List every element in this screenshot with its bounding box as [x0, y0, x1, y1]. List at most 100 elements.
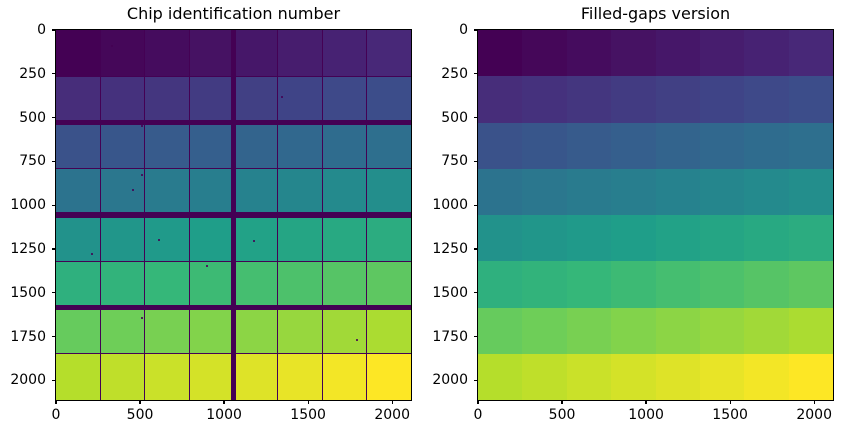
x-tick-mark — [307, 400, 309, 404]
y-tick-mark — [51, 204, 55, 206]
defect-pixel — [141, 174, 143, 176]
chip-cell — [189, 125, 232, 169]
chip-cell — [478, 76, 523, 123]
chip-cell — [699, 168, 745, 216]
y-tick-mark — [51, 73, 55, 75]
y-tick-label: 750 — [19, 153, 46, 170]
chip-cell — [788, 168, 833, 216]
right-panel-title: Filled-gaps version — [580, 4, 731, 23]
x-tick-mark — [813, 400, 815, 404]
chip-cell — [189, 354, 232, 400]
y-tick-mark — [51, 292, 55, 294]
chip-cell — [322, 310, 367, 354]
chip-cell — [699, 30, 745, 77]
chip-cell — [699, 353, 745, 400]
y-tick-mark — [473, 204, 477, 206]
chip-cell — [278, 310, 322, 354]
chip-cell — [744, 307, 790, 355]
x-tick-mark — [477, 400, 479, 404]
chip-cell — [367, 169, 411, 213]
chip-cell — [100, 30, 145, 76]
chip-cell — [145, 261, 189, 305]
y-tick-label: 1750 — [10, 328, 46, 345]
chip-cell — [478, 215, 523, 262]
chip-cell — [145, 125, 189, 169]
chip-cell — [611, 307, 656, 355]
chip-cell — [699, 76, 745, 123]
y-tick-label: 500 — [441, 109, 468, 126]
y-tick-mark — [51, 160, 55, 162]
chip-cell — [367, 261, 411, 305]
chip-cell — [699, 307, 745, 355]
chip-cell — [655, 76, 701, 123]
chip-cell — [56, 217, 100, 261]
chip-cell — [744, 76, 790, 123]
chip-cell — [322, 354, 367, 400]
chip-cell — [189, 169, 232, 213]
chip-cell — [322, 30, 367, 76]
x-tick-label: 2000 — [796, 407, 832, 423]
chip-cell — [611, 353, 656, 400]
chip-cell — [699, 261, 745, 308]
chip-cell — [566, 76, 612, 123]
chip-cell — [100, 310, 145, 354]
chip-cell — [522, 122, 568, 170]
chip-cell — [100, 125, 145, 169]
chip-cell — [367, 125, 411, 169]
chip-cell — [145, 30, 189, 76]
chip-cell — [56, 310, 100, 354]
chip-cell — [744, 122, 790, 170]
x-tick-label: 2000 — [374, 407, 410, 423]
chip-cell — [478, 261, 523, 308]
defect-pixel — [141, 125, 143, 127]
right-heatmap-cells — [478, 30, 833, 400]
chip-cell — [522, 30, 568, 77]
defect-pixel — [356, 339, 358, 341]
y-tick-label: 1250 — [10, 240, 46, 257]
chip-cell — [522, 215, 568, 262]
chip-cell — [655, 353, 701, 400]
left-heatmap — [55, 29, 412, 401]
chip-cell — [655, 307, 701, 355]
chip-cell — [278, 217, 322, 261]
chip-cell — [235, 217, 278, 261]
chip-cell — [145, 169, 189, 213]
chip-cell — [235, 354, 278, 400]
chip-cell — [56, 76, 100, 120]
chip-cell — [367, 76, 411, 120]
chip-cell — [189, 76, 232, 120]
chip-cell — [566, 30, 612, 77]
x-tick-mark — [561, 400, 563, 404]
chip-cell — [744, 261, 790, 308]
chip-cell — [189, 30, 232, 76]
chip-cell — [322, 169, 367, 213]
chip-cell — [278, 125, 322, 169]
chip-cell — [522, 307, 568, 355]
chip-cell — [566, 122, 612, 170]
x-tick-mark — [645, 400, 647, 404]
chip-cell — [367, 217, 411, 261]
chip-cell — [655, 30, 701, 77]
y-tick-label: 1500 — [432, 284, 468, 301]
chip-cell — [56, 354, 100, 400]
chip-cell — [522, 168, 568, 216]
chip-cell — [611, 215, 656, 262]
chip-cell — [611, 30, 656, 77]
y-tick-label: 1000 — [10, 197, 46, 214]
chip-cell — [566, 353, 612, 400]
chip-cell — [145, 354, 189, 400]
chip-cell — [655, 168, 701, 216]
chip-cell — [566, 168, 612, 216]
chip-cell — [788, 76, 833, 123]
left-panel-title: Chip identification number — [126, 4, 341, 23]
chip-cell — [100, 76, 145, 120]
y-tick-mark — [51, 248, 55, 250]
x-tick-label: 1500 — [290, 407, 326, 423]
y-tick-mark — [51, 335, 55, 338]
defect-pixel — [253, 240, 255, 242]
chip-cell — [655, 122, 701, 170]
chip-cell — [235, 310, 278, 354]
